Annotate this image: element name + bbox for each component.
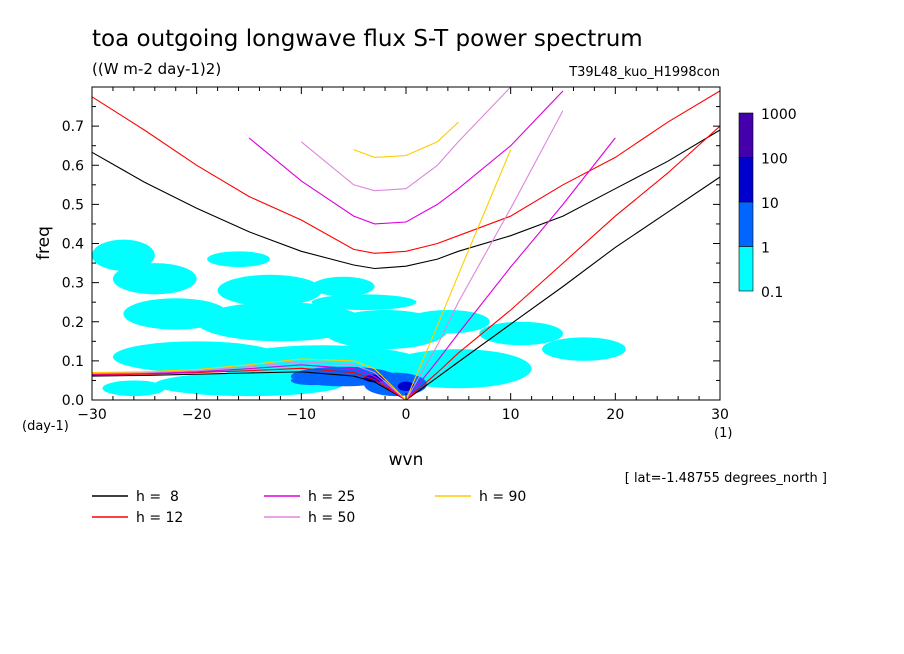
- curve-rossby-3: [91, 361, 407, 401]
- colorbar: 1000 100 10 1 0.1: [738, 107, 797, 301]
- y-axis: 0.0 0.1 0.2 0.3 0.4 0.5 0.6 0.7: [62, 86, 720, 409]
- colorbar-label: 1: [761, 241, 770, 257]
- heatmap-cell-16: [102, 380, 166, 397]
- power-heatmap: [92, 239, 626, 397]
- y-axis-label: freq: [34, 226, 54, 260]
- latitude-annotation: [ lat=-1.48755 degrees_north ]: [625, 471, 827, 486]
- colorbar-label: 0.1: [761, 285, 783, 301]
- colorbar-label: 1000: [761, 107, 797, 123]
- heatmap-cell-3: [217, 274, 323, 307]
- curve-ig-0: [91, 129, 721, 270]
- x-tick-label: −30: [77, 407, 107, 423]
- y-tick-label: 0.5: [62, 197, 84, 213]
- curve-kelvin-1: [405, 125, 721, 401]
- heatmap-cell-0: [92, 239, 155, 271]
- legend-label: h = 50: [308, 510, 355, 526]
- curve-ig-2: [248, 90, 564, 225]
- colorbar-swatch: [738, 112, 754, 158]
- heatmap-cell-4: [311, 276, 375, 297]
- legend-label: h = 12: [136, 510, 183, 526]
- curve-rossby-4: [91, 358, 407, 401]
- colorbar-label: 10: [761, 196, 779, 212]
- x-tick-label: −10: [287, 407, 317, 423]
- x-tick-label: 0: [402, 407, 411, 423]
- heatmap-cell-21: [397, 381, 415, 392]
- colorbar-swatch: [738, 246, 754, 292]
- x-tick-label: 20: [606, 407, 624, 423]
- y-tick-label: 0.3: [62, 276, 84, 292]
- curve-ig-1: [91, 90, 721, 254]
- curve-kelvin-4: [405, 149, 512, 401]
- y-tick-label: 0.7: [62, 119, 84, 135]
- chart-subtitle: ((W m-2 day-1)2): [92, 60, 221, 78]
- heatmap-cell-10: [479, 321, 563, 346]
- x-tick-label: 30: [711, 407, 729, 423]
- curve-kelvin-0: [405, 176, 721, 401]
- chart-title: toa outgoing longwave flux S-T power spe…: [92, 26, 643, 52]
- curve-ig-3: [300, 86, 512, 192]
- legend-label: h = 25: [308, 489, 355, 505]
- x-tick-label: −20: [182, 407, 212, 423]
- x-axis: −30 −20 −10 0 10 20 30: [77, 87, 729, 423]
- heatmap-cell-2: [207, 251, 270, 267]
- heatmap-cell-5: [311, 294, 417, 311]
- y-tick-label: 0.6: [62, 158, 84, 174]
- y-tick-label: 0.4: [62, 237, 84, 253]
- legend-label: h = 8: [136, 489, 179, 505]
- heatmap-cell-1: [112, 263, 197, 295]
- y-tick-label: 0.1: [62, 354, 84, 370]
- colorbar-label: 100: [761, 152, 788, 168]
- heatmap-cell-9: [406, 310, 490, 334]
- heatmap-cell-19: [290, 375, 333, 386]
- colorbar-swatch: [738, 201, 754, 247]
- curve-rossby-0: [91, 371, 407, 401]
- legend-label: h = 90: [479, 489, 526, 505]
- dispersion-curves: [91, 86, 721, 401]
- curve-kelvin-2: [405, 137, 616, 401]
- heatmap-cell-7: [196, 302, 365, 342]
- colorbar-swatch: [738, 157, 754, 203]
- y-tick-label: 0.2: [62, 315, 84, 331]
- y-tick-label: 0.0: [62, 393, 84, 409]
- x-tick-label: 10: [502, 407, 520, 423]
- curve-rossby-2: [91, 364, 407, 401]
- dataset-label: T39L48_kuo_H1998con: [568, 65, 720, 80]
- curve-rossby-1: [91, 367, 407, 401]
- heatmap-cell-11: [542, 337, 626, 361]
- curve-kelvin-3: [405, 110, 564, 401]
- legend: h = 8 h = 12 h = 25 h = 50 h = 90: [92, 489, 526, 526]
- y-unit-label: (day-1): [22, 419, 69, 434]
- x-unit-label: (1): [714, 426, 732, 441]
- x-axis-label: wvn: [389, 450, 424, 470]
- curve-ig-4: [353, 121, 459, 158]
